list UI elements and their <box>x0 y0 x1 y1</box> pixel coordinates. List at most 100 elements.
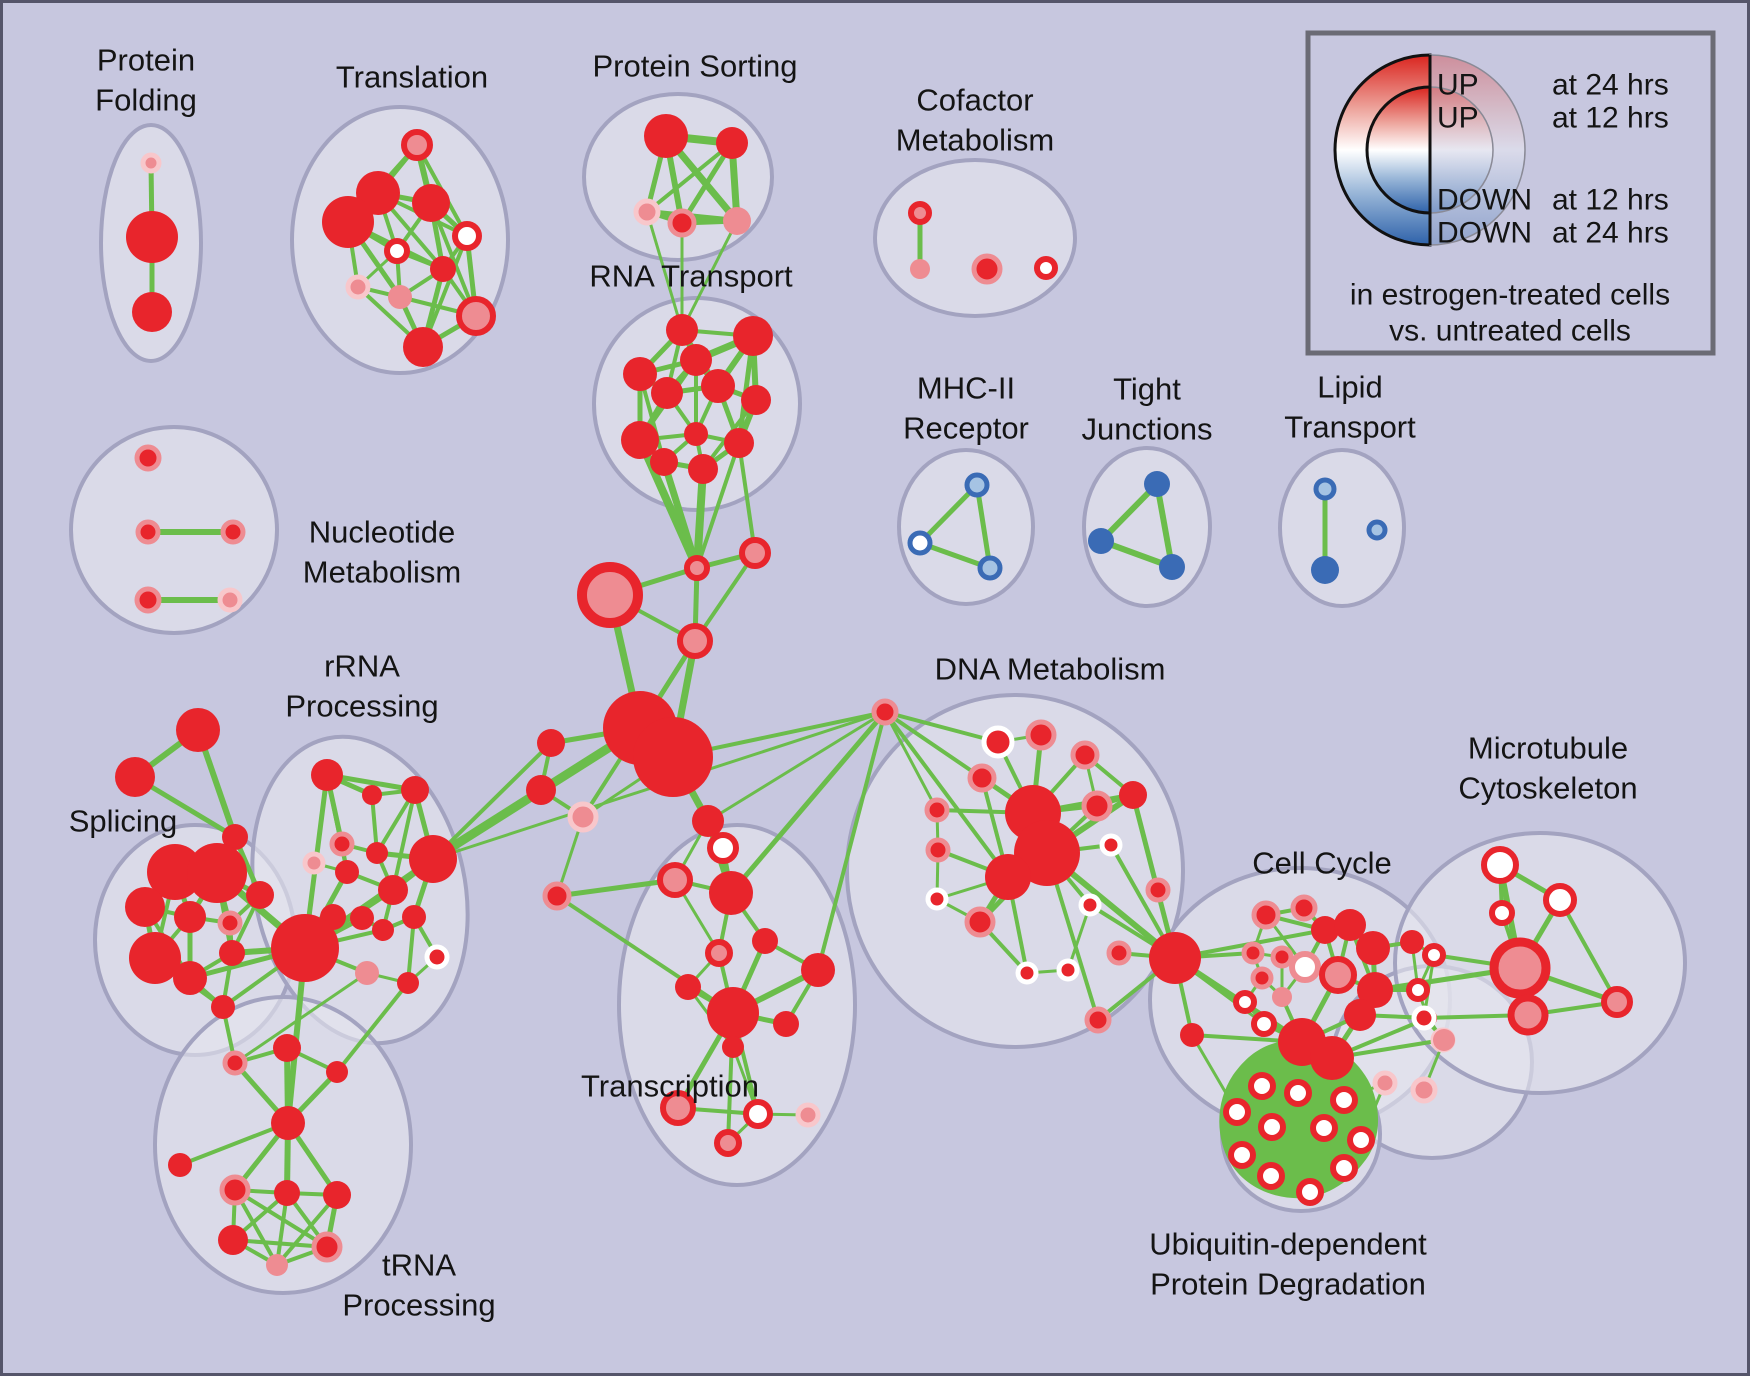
gene-node-d3 <box>967 763 997 793</box>
legend-note-line1: in estrogen-treated cells <box>1350 279 1670 312</box>
gene-node-c7 <box>1270 945 1294 969</box>
gene-node-T6 <box>705 939 733 967</box>
gene-node-t4 <box>271 1106 305 1140</box>
gene-node-cf2 <box>971 253 1003 285</box>
gene-node-rr3 <box>329 831 355 857</box>
gene-node-u0 <box>1248 1072 1276 1100</box>
gene-node-t6 <box>219 1174 251 1206</box>
gene-node-t8 <box>323 1181 351 1209</box>
gene-node-tr2 <box>412 184 450 222</box>
gene-network: Protein Folding Translation Protein Sorting… <box>69 43 1687 1323</box>
gene-node-tr4 <box>452 221 482 251</box>
gene-node-rr11 <box>372 919 394 941</box>
edge-j0-j1 <box>1098 481 1160 544</box>
edge-P-d7 <box>883 710 1010 879</box>
gene-node-tr10 <box>403 327 443 367</box>
gene-node-tr7 <box>345 274 371 300</box>
edge-q0-q1 <box>918 483 979 545</box>
legend-inner-disk-12hr-left-icon <box>1365 85 1432 215</box>
edge-P-T9 <box>816 711 887 971</box>
node-layer <box>115 114 1633 1276</box>
edge-t9-t10 <box>232 1238 328 1249</box>
gene-node-rt9 <box>724 428 754 458</box>
gene-node-d21 <box>1180 1023 1204 1047</box>
gene-node-u7 <box>1228 1141 1256 1169</box>
gene-node-chI <box>567 801 599 833</box>
gene-node-u6 <box>1347 1126 1375 1154</box>
gene-node-c13 <box>1357 972 1393 1008</box>
gene-node-rr15 <box>397 972 419 994</box>
edge-P-T3 <box>729 710 887 895</box>
gene-node-ps3 <box>667 208 697 238</box>
gene-node-c0 <box>1251 900 1281 930</box>
gene-node-c4 <box>1356 931 1390 965</box>
gene-node-d6 <box>1014 820 1080 886</box>
gene-node-rt8 <box>621 421 659 459</box>
gene-node-d10 <box>1099 833 1123 857</box>
gene-node-st0 <box>176 708 220 752</box>
gene-node-c15 <box>1251 1011 1277 1037</box>
gene-node-c3 <box>1334 909 1366 941</box>
legend-up-24-time: at 24 hrs <box>1552 69 1669 102</box>
gene-node-rr8 <box>409 835 457 883</box>
gene-node-chB <box>739 537 771 569</box>
gene-node-t1 <box>222 1050 248 1076</box>
edge-rt11-chA <box>693 468 707 569</box>
gene-node-rr13 <box>355 961 379 985</box>
gene-node-T13 <box>743 1099 773 1129</box>
gene-node-ps2 <box>633 198 661 226</box>
gene-node-n1 <box>135 519 161 545</box>
cluster-label-trna-processing-line1: tRNA <box>382 1248 456 1283</box>
cluster-label-protein-folding-line2: Folding <box>95 83 197 118</box>
gene-node-t10 <box>311 1231 343 1263</box>
gene-node-cf3 <box>1034 256 1058 280</box>
gene-node-sp1 <box>187 843 247 903</box>
gene-node-c19 <box>1406 978 1430 1002</box>
gene-node-T12 <box>660 1090 696 1126</box>
gene-node-n2 <box>220 519 246 545</box>
gene-node-T9 <box>801 953 835 987</box>
gene-node-c10 <box>1319 956 1357 994</box>
cluster-label-protein-folding-line1: Protein <box>97 43 195 78</box>
gene-node-T14 <box>795 1102 821 1128</box>
legend-down-24-time: at 24 hrs <box>1552 217 1669 250</box>
cluster-label-translation-line1: Translation <box>336 60 488 95</box>
gene-node-tr1 <box>356 171 400 215</box>
gene-node-rr12 <box>402 905 426 929</box>
gene-node-j1 <box>1088 528 1114 554</box>
cluster-label-nucleotide-metabolism-line2: Metabolism <box>303 555 462 590</box>
cluster-label-ubiquitin-degradation-line1: Ubiquitin-dependent <box>1149 1227 1427 1262</box>
cluster-label-nucleotide-metabolism-line1: Nucleotide <box>309 515 455 550</box>
gene-node-t2 <box>273 1034 301 1062</box>
gene-node-tr3 <box>322 196 374 248</box>
gene-node-sp9 <box>211 995 235 1019</box>
gene-node-rt7 <box>684 422 708 446</box>
edge-ps2-rt0 <box>645 211 684 331</box>
edge-rr13-t1 <box>234 971 368 1065</box>
gene-node-rr1 <box>362 785 382 805</box>
legend-up-24-label: UP <box>1437 69 1479 102</box>
edge-q0-q2 <box>974 484 993 569</box>
legend-up-12-label: UP <box>1437 102 1479 135</box>
cluster-label-ubiquitin-degradation-line2: Protein Degradation <box>1150 1267 1426 1302</box>
gene-node-d4 <box>924 797 950 823</box>
legend-down-12-time: at 12 hrs <box>1552 184 1669 217</box>
gene-node-d20 <box>1149 932 1201 984</box>
gene-node-c5 <box>1400 930 1424 954</box>
gene-node-T15 <box>714 1129 742 1157</box>
gene-node-d14 <box>1015 961 1039 985</box>
edge-ps1-ps2 <box>645 141 734 214</box>
gene-node-u3 <box>1223 1098 1251 1126</box>
gene-node-d12 <box>925 887 949 911</box>
gene-node-sp6 <box>129 932 181 984</box>
gene-node-c8 <box>1289 951 1321 983</box>
gene-node-sp8 <box>219 940 245 966</box>
gene-node-u9 <box>1330 1154 1358 1182</box>
cluster-label-rrna-processing-line1: rRNA <box>324 649 400 684</box>
edge-t4-t5 <box>179 1121 289 1167</box>
gene-node-c12 <box>1233 990 1257 1014</box>
gene-node-chG <box>537 729 565 757</box>
cluster-label-tight-junctions-line1: Tight <box>1113 372 1181 407</box>
edge-t8-t11 <box>275 1193 339 1267</box>
